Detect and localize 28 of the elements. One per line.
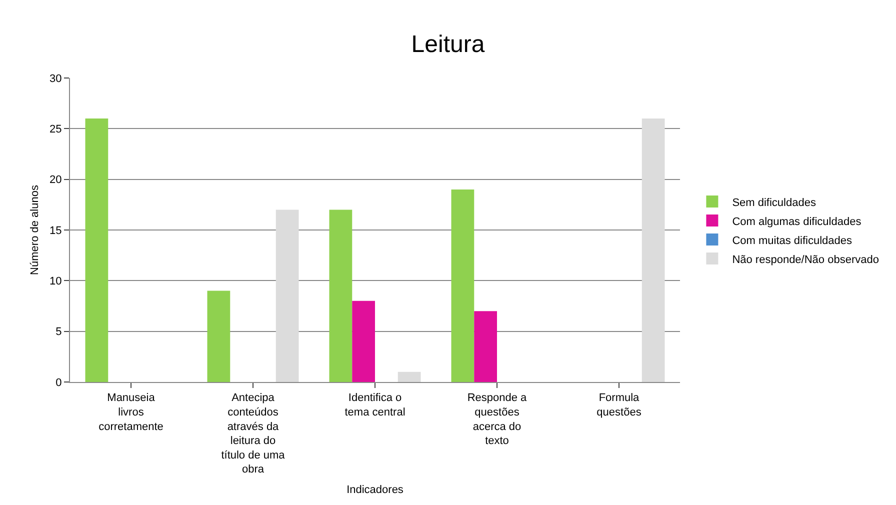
legend-label: Com algumas dificuldades: [732, 216, 862, 228]
bar: [276, 210, 299, 382]
x-tick-label: Manuseia livros corretamente: [98, 392, 164, 433]
bar: [352, 300, 375, 382]
legend-label: Com muitas dificuldades: [732, 234, 853, 247]
bar: [398, 372, 421, 382]
legend-label: Não responde/Não observado: [732, 254, 879, 266]
x-axis-title: Indicadores: [346, 484, 404, 496]
y-tick-label: 0: [56, 376, 62, 389]
bar: [329, 210, 352, 382]
y-tick-label: 20: [50, 174, 62, 186]
y-axis-title: Número de alunos: [29, 184, 41, 275]
y-tick-label: 5: [56, 326, 62, 338]
x-tick-label: Responde a questões acerca do texto: [467, 392, 528, 448]
x-tick-label: Identifica o tema central: [344, 392, 406, 418]
legend-label: Sem dificuldades: [732, 196, 816, 209]
y-tick-label: 10: [50, 276, 62, 288]
y-tick-label: 15: [50, 224, 62, 237]
bar: [642, 118, 665, 382]
x-tick-label: Formula questões: [596, 392, 642, 418]
bar: [207, 290, 230, 382]
bar: [451, 189, 474, 382]
y-tick-label: 25: [50, 124, 62, 136]
chart-title: Leitura: [411, 31, 486, 58]
bar: [85, 118, 108, 382]
bar: [474, 311, 497, 382]
y-tick-label: 30: [50, 72, 62, 85]
x-tick-label: Antecipa conteúdos através da leitura do título de uma obra: [221, 392, 286, 476]
